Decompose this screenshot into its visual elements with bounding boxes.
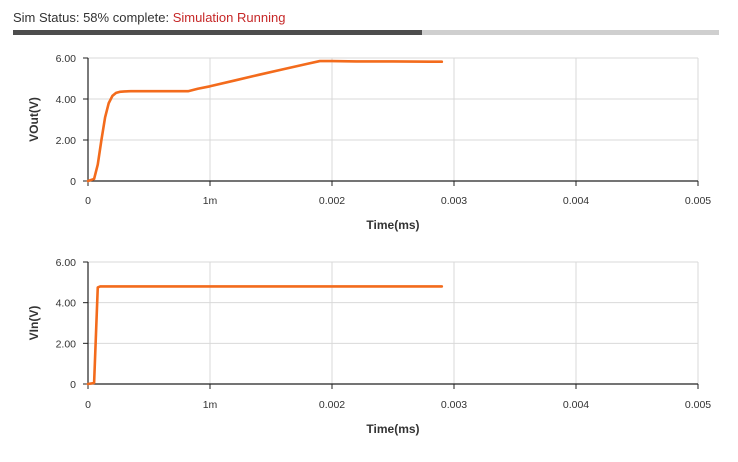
vout-x-axis-title: Time(ms) xyxy=(366,218,419,232)
vout-y-tick-label: 4.00 xyxy=(56,94,77,106)
vin-x-tick-label: 0.002 xyxy=(319,399,345,411)
vin-y-tick-label: 0 xyxy=(70,379,76,391)
vout-x-tick-label: 0.004 xyxy=(563,195,589,207)
vout-x-tick-label: 0.003 xyxy=(441,195,467,207)
vout-x-tick-label: 1m xyxy=(203,195,218,207)
progress-bar-fill xyxy=(13,30,423,35)
vout-chart: 0 1m 0.002 0.003 0.004 0.005 0 2.00 4.00 6.00 Time… xyxy=(27,53,711,232)
vin-x-tick-label: 0 xyxy=(85,399,91,411)
vout-y-axis-title: VOut(V) xyxy=(27,97,41,142)
vout-series-line xyxy=(86,59,444,183)
vout-y-tick-label: 0 xyxy=(70,176,76,188)
vout-x-tick-label: 0 xyxy=(85,195,91,207)
vin-y-tick-label: 2.00 xyxy=(56,338,77,350)
vin-chart: 0 1m 0.002 0.003 0.004 0.005 0 2.00 4.00 6.00 Time… xyxy=(27,257,711,436)
vin-x-tick-label: 0.003 xyxy=(441,399,467,411)
vout-y-tick-label: 6.00 xyxy=(56,53,77,65)
vin-y-tick-label: 4.00 xyxy=(56,298,77,310)
vin-y-axis-title: VIn(V) xyxy=(27,306,41,341)
vout-x-tick-label: 0.005 xyxy=(685,195,711,207)
sim-state-label: Simulation Running xyxy=(172,10,286,25)
vout-y-tick-label: 2.00 xyxy=(56,135,77,147)
vin-y-tick-label: 6.00 xyxy=(56,257,77,269)
vout-x-tick-label: 0.002 xyxy=(319,195,345,207)
vin-x-tick-label: 0.004 xyxy=(563,399,589,411)
progress-bar xyxy=(13,30,719,35)
vin-x-axis-title: Time(ms) xyxy=(366,422,419,436)
vin-x-tick-label: 1m xyxy=(203,399,218,411)
vin-x-tick-label: 0.005 xyxy=(685,399,711,411)
vin-series-line xyxy=(86,285,444,386)
sim-status: Sim Status: 58% complete: Simulation Run… xyxy=(13,10,285,26)
sim-status-text: Sim Status: 58% complete: xyxy=(13,10,173,25)
